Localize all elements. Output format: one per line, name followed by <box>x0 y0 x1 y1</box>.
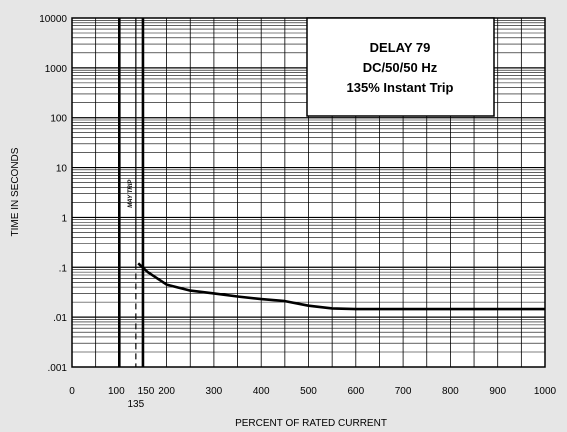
x-tick-label: 200 <box>158 386 175 397</box>
x-tick-label: 600 <box>347 386 364 397</box>
x-tick-label: 700 <box>395 386 412 397</box>
y-tick-label: 1000 <box>45 64 68 75</box>
chart-title-line-3: 135% Instant Trip <box>347 80 454 95</box>
y-tick-label: .01 <box>53 313 67 324</box>
chart-title-line-1: DELAY 79 <box>370 40 431 55</box>
y-axis-label: TIME IN SECONDS <box>10 147 21 236</box>
x-tick-label: 150 <box>138 386 155 397</box>
x-tick-label-135: 135 <box>128 399 145 410</box>
x-tick-label: 1000 <box>534 386 557 397</box>
x-tick-label: 300 <box>206 386 223 397</box>
y-tick-label: .1 <box>59 263 68 274</box>
title-box: DELAY 79 DC/50/50 Hz 135% Instant Trip <box>306 17 495 117</box>
x-tick-label: 800 <box>442 386 459 397</box>
series-layer <box>137 262 545 311</box>
tick-labels: .001 .01 .1 1 10 100 1000 10000 0 100 150 200 300 400… <box>39 14 556 410</box>
trip-curve-line <box>137 262 545 311</box>
vertical-markers: MAY TRIP <box>118 18 145 367</box>
x-tick-label: 500 <box>300 386 317 397</box>
y-tick-label: .001 <box>48 363 68 374</box>
y-tick-label: 100 <box>50 114 67 125</box>
y-tick-label: 1 <box>61 213 67 224</box>
y-tick-label: 10000 <box>39 14 67 25</box>
y-tick-label: 10 <box>56 164 68 175</box>
x-tick-label: 400 <box>253 386 270 397</box>
x-tick-label: 0 <box>69 386 75 397</box>
x-tick-label: 100 <box>108 386 125 397</box>
chart-title-line-2: DC/50/50 Hz <box>363 60 438 75</box>
x-axis-label: PERCENT OF RATED CURRENT <box>235 418 387 429</box>
x-tick-label: 900 <box>489 386 506 397</box>
may-trip-label: MAY TRIP <box>128 179 134 208</box>
